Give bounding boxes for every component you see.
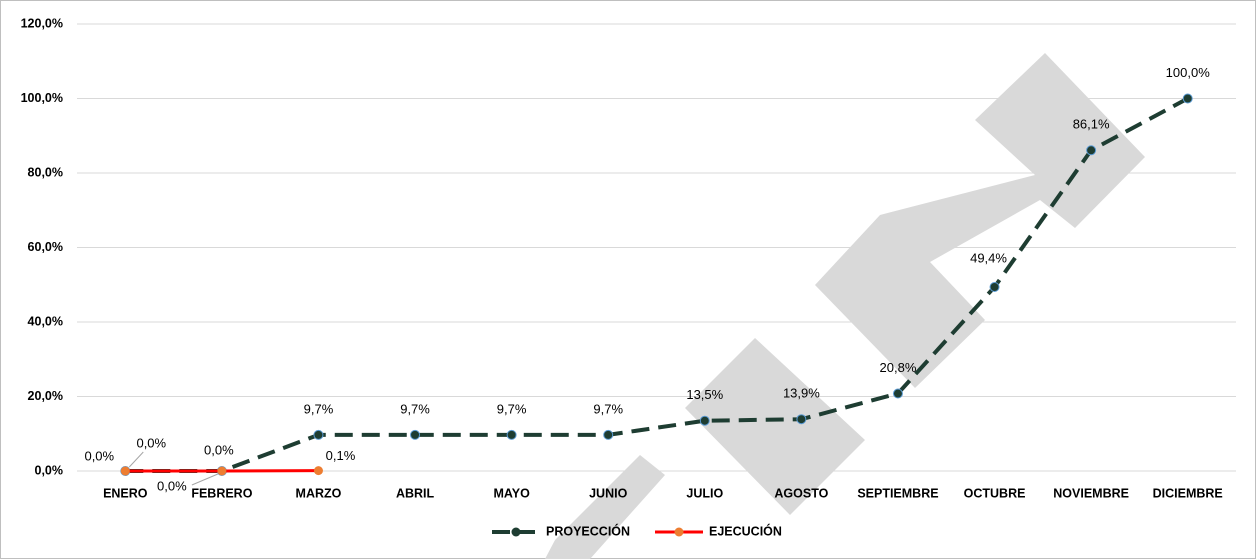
x-tick-label: ENERO: [103, 486, 148, 500]
data-point: [699, 415, 710, 426]
data-label: 0,1%: [326, 448, 356, 463]
x-tick-label: MARZO: [296, 486, 342, 500]
y-tick-label: 100,0%: [21, 91, 63, 105]
data-point: [217, 466, 227, 476]
data-point: [796, 414, 807, 425]
legend-marker: [674, 527, 684, 537]
y-tick-label: 80,0%: [28, 165, 63, 179]
data-point: [1086, 145, 1097, 156]
data-point: [506, 429, 517, 440]
data-label: 9,7%: [497, 401, 527, 416]
legend-label: PROYECCIÓN: [546, 523, 630, 538]
leader-line: [128, 451, 144, 468]
data-label: 49,4%: [970, 250, 1007, 265]
y-tick-label: 120,0%: [21, 16, 63, 30]
x-tick-label: JULIO: [686, 486, 723, 500]
data-point: [1182, 93, 1193, 104]
x-tick-label: MAYO: [493, 486, 530, 500]
data-point: [892, 388, 903, 399]
data-label: 0,0%: [204, 442, 234, 457]
data-label: 9,7%: [304, 401, 334, 416]
leader-line: [191, 473, 219, 486]
data-label: 13,9%: [783, 386, 820, 401]
data-label: 9,7%: [400, 401, 430, 416]
data-label: 13,5%: [686, 387, 723, 402]
x-tick-label: ABRIL: [396, 486, 435, 500]
data-label: 100,0%: [1166, 65, 1211, 80]
data-label: 20,8%: [880, 360, 917, 375]
watermark-shape: [545, 455, 665, 559]
y-tick-label: 40,0%: [28, 314, 63, 328]
x-tick-label: NOVIEMBRE: [1053, 486, 1129, 500]
y-tick-label: 20,0%: [28, 389, 63, 403]
data-label: 0,0%: [157, 478, 187, 493]
x-tick-label: DICIEMBRE: [1153, 486, 1223, 500]
x-tick-label: JUNIO: [589, 486, 627, 500]
x-tick-label: SEPTIEMBRE: [857, 486, 938, 500]
data-label: 86,1%: [1073, 117, 1110, 132]
data-label: 9,7%: [593, 401, 623, 416]
y-tick-label: 60,0%: [28, 240, 63, 254]
legend-marker: [511, 527, 521, 537]
data-label: 0,0%: [84, 448, 114, 463]
x-tick-label: FEBRERO: [191, 486, 252, 500]
y-tick-label: 0,0%: [35, 463, 64, 477]
data-point: [313, 429, 324, 440]
data-point: [313, 466, 323, 476]
data-point: [120, 466, 130, 476]
x-tick-label: AGOSTO: [774, 486, 828, 500]
x-tick-label: OCTUBRE: [964, 486, 1026, 500]
data-point: [989, 281, 1000, 292]
watermark-shape: [815, 53, 1145, 388]
legend-label: EJECUCIÓN: [709, 523, 782, 538]
series-line: [125, 96, 1189, 473]
data-point: [603, 429, 614, 440]
data-label: 0,0%: [136, 435, 166, 450]
data-point: [410, 429, 421, 440]
